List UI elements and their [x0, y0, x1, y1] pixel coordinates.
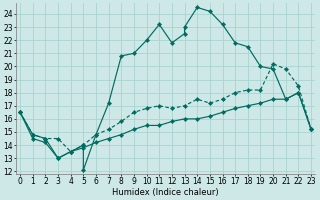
X-axis label: Humidex (Indice chaleur): Humidex (Indice chaleur)	[112, 188, 219, 197]
